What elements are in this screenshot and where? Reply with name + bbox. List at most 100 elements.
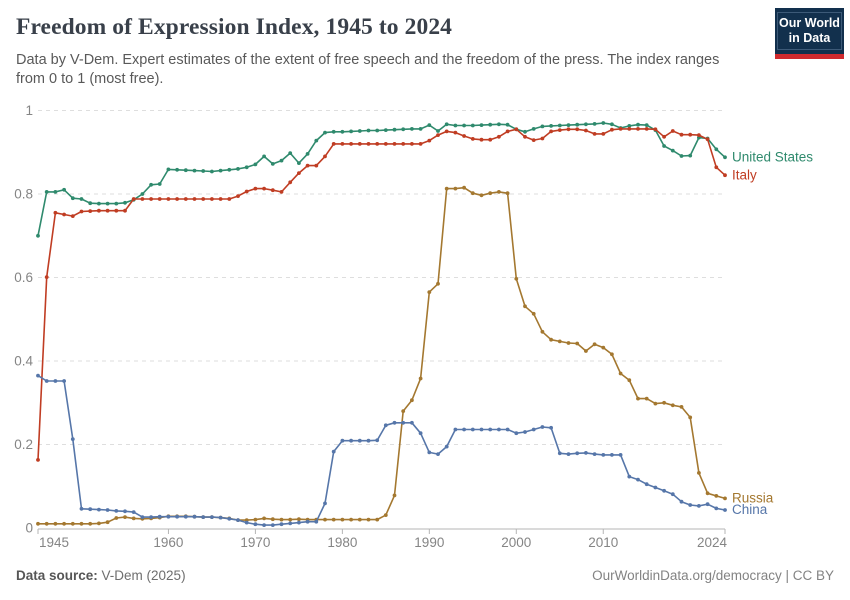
marker-italy-1955 xyxy=(123,208,127,213)
marker-italy-2014 xyxy=(636,126,640,131)
marker-china-1970 xyxy=(253,522,258,527)
marker-united-states-1955 xyxy=(123,200,127,205)
marker-italy-2010 xyxy=(601,132,606,136)
marker-russia-2003 xyxy=(540,329,545,334)
marker-italy-1954 xyxy=(114,208,119,213)
series-label-russia[interactable]: Russia xyxy=(732,491,774,506)
marker-russia-1956 xyxy=(131,516,136,521)
marker-united-states-2017 xyxy=(662,144,666,148)
y-tick-label-0: 0 xyxy=(25,521,33,536)
series-label-china[interactable]: China xyxy=(732,502,768,517)
marker-russia-1950 xyxy=(79,521,84,526)
marker-russia-2015 xyxy=(644,396,649,401)
marker-russia-2022 xyxy=(705,491,710,496)
marker-russia-1997 xyxy=(488,191,493,196)
marker-russia-2004 xyxy=(549,337,553,342)
marker-china-2024 xyxy=(723,508,727,512)
marker-italy-2024 xyxy=(723,173,727,178)
marker-russia-1949 xyxy=(70,521,75,526)
marker-united-states-1981 xyxy=(349,129,353,134)
marker-china-1995 xyxy=(470,427,475,432)
y-tick-label-0.6: 0.6 xyxy=(14,270,33,285)
marker-russia-2001 xyxy=(523,304,527,309)
marker-russia-1978 xyxy=(323,517,327,522)
marker-russia-2005 xyxy=(557,339,562,344)
marker-italy-1975 xyxy=(297,171,301,176)
marker-china-1985 xyxy=(383,423,388,428)
marker-russia-1993 xyxy=(453,186,458,191)
marker-united-states-1945 xyxy=(36,233,40,238)
marker-china-2017 xyxy=(662,488,666,493)
marker-china-1949 xyxy=(70,437,75,441)
marker-italy-1945 xyxy=(36,458,40,462)
series-label-united-states[interactable]: United States xyxy=(732,149,813,164)
owid-logo-line2: in Data xyxy=(788,31,831,45)
series-china xyxy=(36,373,727,527)
marker-china-1953 xyxy=(105,508,110,512)
series-label-italy[interactable]: Italy xyxy=(732,167,757,182)
marker-china-2005 xyxy=(557,451,562,456)
marker-united-states-2001 xyxy=(523,129,527,134)
marker-italy-2009 xyxy=(592,132,597,136)
marker-china-1987 xyxy=(401,420,406,425)
marker-united-states-1974 xyxy=(288,151,293,156)
marker-china-1947 xyxy=(53,379,58,383)
marker-united-states-1983 xyxy=(366,128,371,133)
marker-russia-1985 xyxy=(383,513,388,517)
marker-russia-1973 xyxy=(279,517,284,522)
marker-italy-1953 xyxy=(105,208,110,213)
marker-united-states-1990 xyxy=(427,123,432,127)
marker-italy-1947 xyxy=(53,210,58,215)
marker-italy-2023 xyxy=(714,165,719,170)
marker-china-2019 xyxy=(679,499,684,504)
marker-china-1997 xyxy=(488,427,493,432)
marker-china-2012 xyxy=(618,453,623,457)
marker-china-1969 xyxy=(244,520,249,525)
marker-italy-1964 xyxy=(201,197,206,201)
marker-united-states-2010 xyxy=(601,121,606,125)
marker-italy-1976 xyxy=(305,163,310,168)
marker-united-states-1969 xyxy=(244,165,249,170)
marker-italy-1994 xyxy=(462,134,466,138)
marker-italy-1984 xyxy=(375,142,380,146)
marker-united-states-2009 xyxy=(592,122,597,126)
marker-russia-1979 xyxy=(331,517,336,522)
series-united-states xyxy=(36,121,727,238)
marker-china-1975 xyxy=(297,520,301,525)
marker-china-1982 xyxy=(357,438,362,443)
marker-italy-1956 xyxy=(131,197,136,201)
marker-united-states-1975 xyxy=(297,161,301,166)
marker-italy-1982 xyxy=(357,142,362,146)
marker-china-1998 xyxy=(497,427,501,432)
marker-china-1977 xyxy=(314,519,319,524)
marker-russia-2023 xyxy=(714,494,719,498)
marker-italy-1952 xyxy=(97,208,101,213)
marker-united-states-2018 xyxy=(670,148,675,153)
marker-italy-1957 xyxy=(140,197,145,201)
marker-italy-1950 xyxy=(79,209,84,214)
x-tick-label-1980: 1980 xyxy=(327,535,357,550)
subtitle-line-2: from 0 to 1 (most free). xyxy=(16,71,164,87)
marker-italy-1999 xyxy=(505,129,510,134)
marker-united-states-1995 xyxy=(470,123,475,128)
marker-united-states-1988 xyxy=(410,126,414,131)
marker-china-2023 xyxy=(714,506,719,511)
marker-china-1967 xyxy=(227,516,232,521)
marker-united-states-2013 xyxy=(627,124,632,128)
credit-link[interactable]: OurWorldinData.org/democracy | CC BY xyxy=(592,568,834,583)
marker-italy-1958 xyxy=(149,197,154,201)
owid-logo-box: Our World in Data xyxy=(775,8,844,54)
marker-italy-1987 xyxy=(401,142,406,146)
marker-russia-1982 xyxy=(357,517,362,522)
marker-russia-1983 xyxy=(366,517,371,522)
marker-italy-1992 xyxy=(444,129,449,134)
marker-united-states-2011 xyxy=(610,122,614,127)
marker-russia-1991 xyxy=(436,281,440,286)
marker-russia-2010 xyxy=(601,345,606,350)
marker-united-states-1965 xyxy=(210,169,214,174)
marker-china-2011 xyxy=(610,453,614,457)
owid-logo: Our World in Data xyxy=(775,8,844,59)
y-tick-label-0.2: 0.2 xyxy=(14,437,33,452)
marker-china-1978 xyxy=(323,501,327,506)
